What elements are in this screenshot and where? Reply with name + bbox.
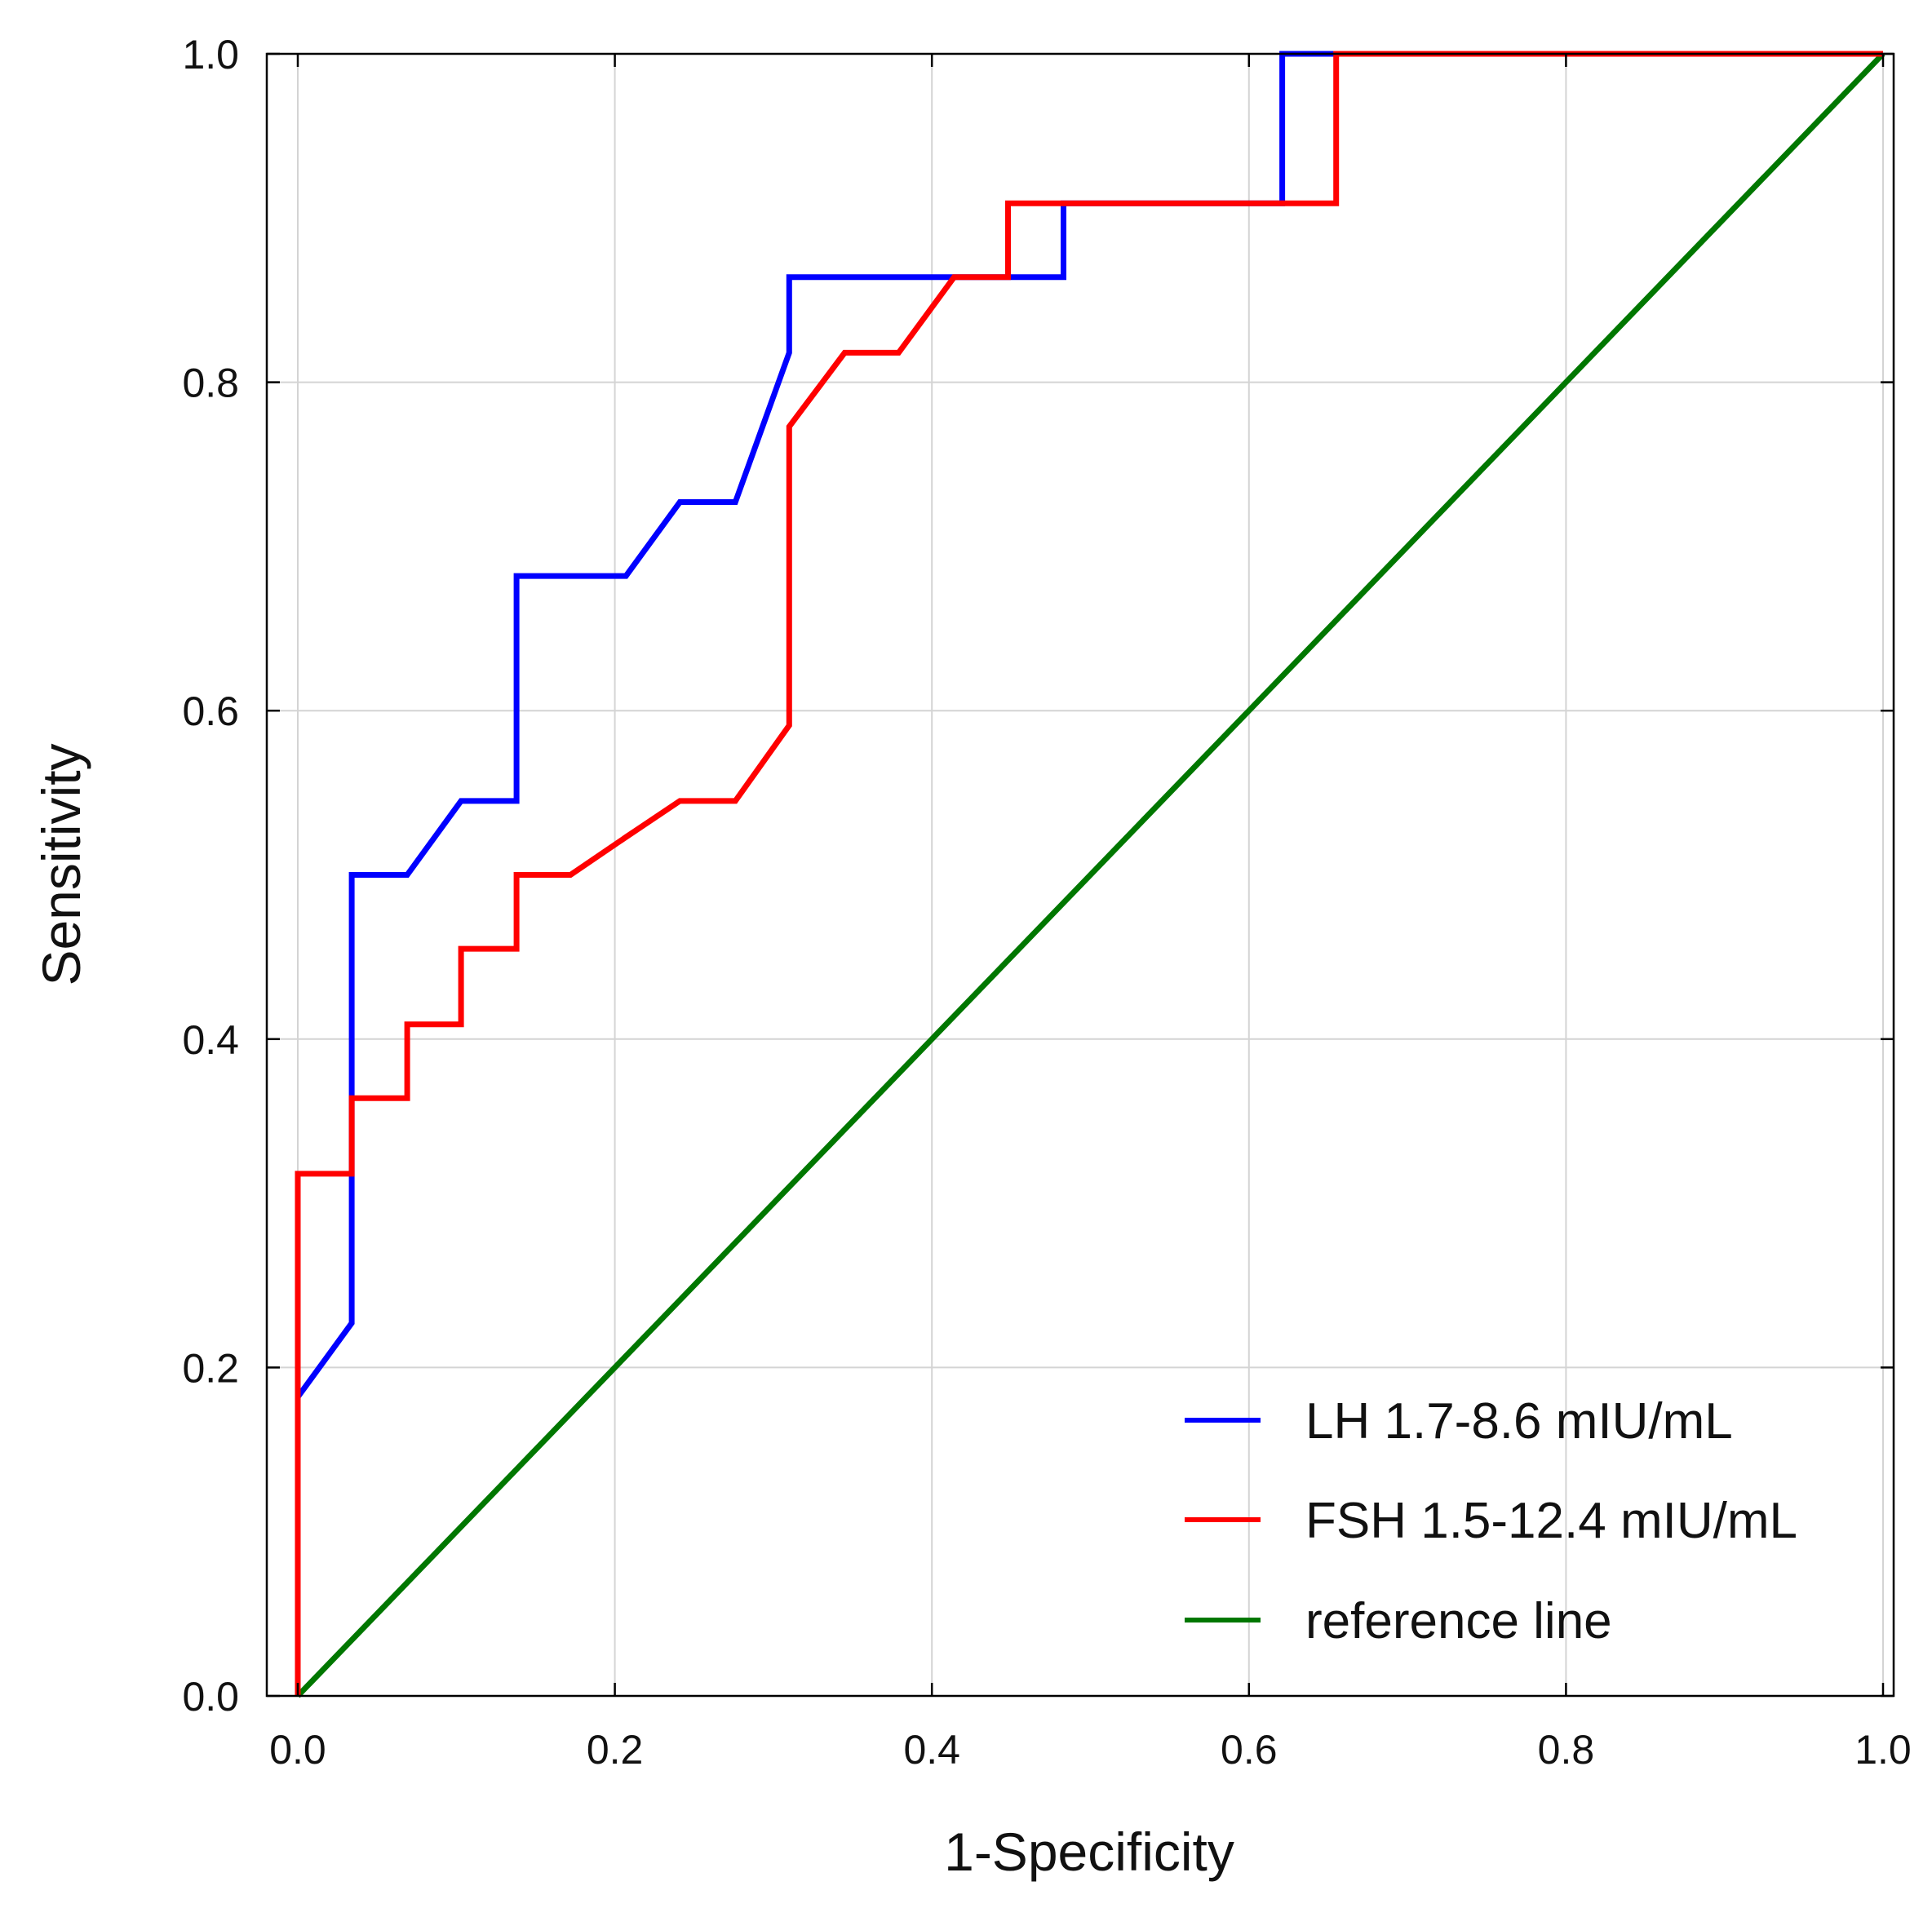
x-tick-label: 1.0 [1854,1727,1912,1773]
x-tick-label: 0.4 [903,1727,960,1773]
y-tick-label: 1.0 [182,32,239,77]
series-line-fsh-1-5-12-4-miu-ml [295,51,1883,1696]
x-tick-label: 0.0 [269,1727,326,1773]
grid-lines [267,53,1894,1697]
axis-tick-labels: 0.0 0.2 0.4 0.6 0.8 1.0 0.0 0.2 0.4 0.6 0.8 1.0 [182,32,1911,1773]
y-axis-title: Sensitivity [31,743,91,985]
series-layer [295,51,1885,1698]
legend-label-fsh-1-5-12-4-miu-ml: FSH 1.5-12.4 mIU/mL [1305,1493,1797,1549]
x-tick-label: 0.2 [587,1727,644,1773]
axis-ticks [267,52,1894,1698]
legend-label-lh-1-7-8-6-miu-ml: LH 1.7-8.6 mIU/mL [1305,1393,1733,1450]
y-tick-label: 0.6 [182,688,239,734]
series-line-reference-line [295,51,1885,1698]
x-axis-title: 1-Specificity [944,1822,1234,1882]
y-tick-label: 0.4 [182,1017,239,1063]
y-tick-label: 0.0 [182,1674,239,1720]
y-tick-label: 0.8 [182,361,239,406]
legend: LH 1.7-8.6 mIU/mL FSH 1.5-12.4 mIU/mL refe… [1185,1393,1797,1649]
plot-frame [265,52,1895,1698]
x-tick-label: 0.6 [1221,1727,1278,1773]
legend-label-reference-line: reference line [1305,1593,1612,1649]
y-tick-label: 0.2 [182,1345,239,1391]
x-tick-label: 0.8 [1538,1727,1595,1773]
